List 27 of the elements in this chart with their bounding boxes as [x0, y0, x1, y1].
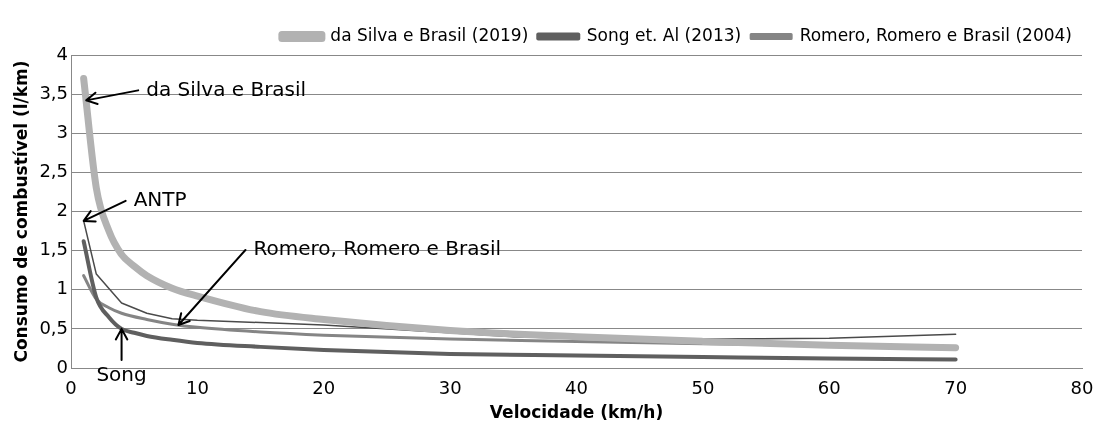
- y-axis-title: Consumo de combustível (l/km): [10, 60, 31, 363]
- y-tick-label: 3: [56, 120, 69, 142]
- x-tick-label: 40: [565, 377, 588, 399]
- legend-label: Romero, Romero e Brasil (2004): [799, 24, 1073, 45]
- annotation: da Silva e Brasil: [146, 76, 307, 101]
- legend-label: Song et. Al (2013): [586, 24, 742, 45]
- x-tick-label: 70: [944, 377, 968, 399]
- x-tick-label: 60: [817, 377, 841, 399]
- legend-label: da Silva e Brasil (2019): [330, 24, 529, 45]
- y-tick-label: 1: [56, 277, 69, 299]
- x-tick-label: 80: [1070, 377, 1094, 399]
- x-tick-label: 50: [691, 377, 715, 399]
- line-series: [81, 239, 958, 362]
- y-tick-label: 0: [56, 355, 69, 377]
- y-tick-label: 3,5: [39, 81, 69, 103]
- y-tick-label: 1,5: [39, 238, 69, 260]
- y-tick-label: 2: [56, 199, 69, 221]
- y-tick-label: 4: [56, 42, 69, 64]
- y-tick-label: 2,5: [39, 160, 69, 182]
- x-axis-title: Velocidade (km/h): [489, 402, 664, 423]
- annotation: ANTP: [133, 187, 187, 212]
- x-tick-label: 20: [312, 377, 336, 399]
- x-tick-label: 10: [185, 377, 209, 399]
- annotation: Romero, Romero e Brasil: [253, 236, 501, 261]
- x-tick-label: 30: [438, 377, 462, 399]
- y-tick-label: 0,5: [39, 316, 69, 338]
- annotation: Song: [96, 362, 147, 387]
